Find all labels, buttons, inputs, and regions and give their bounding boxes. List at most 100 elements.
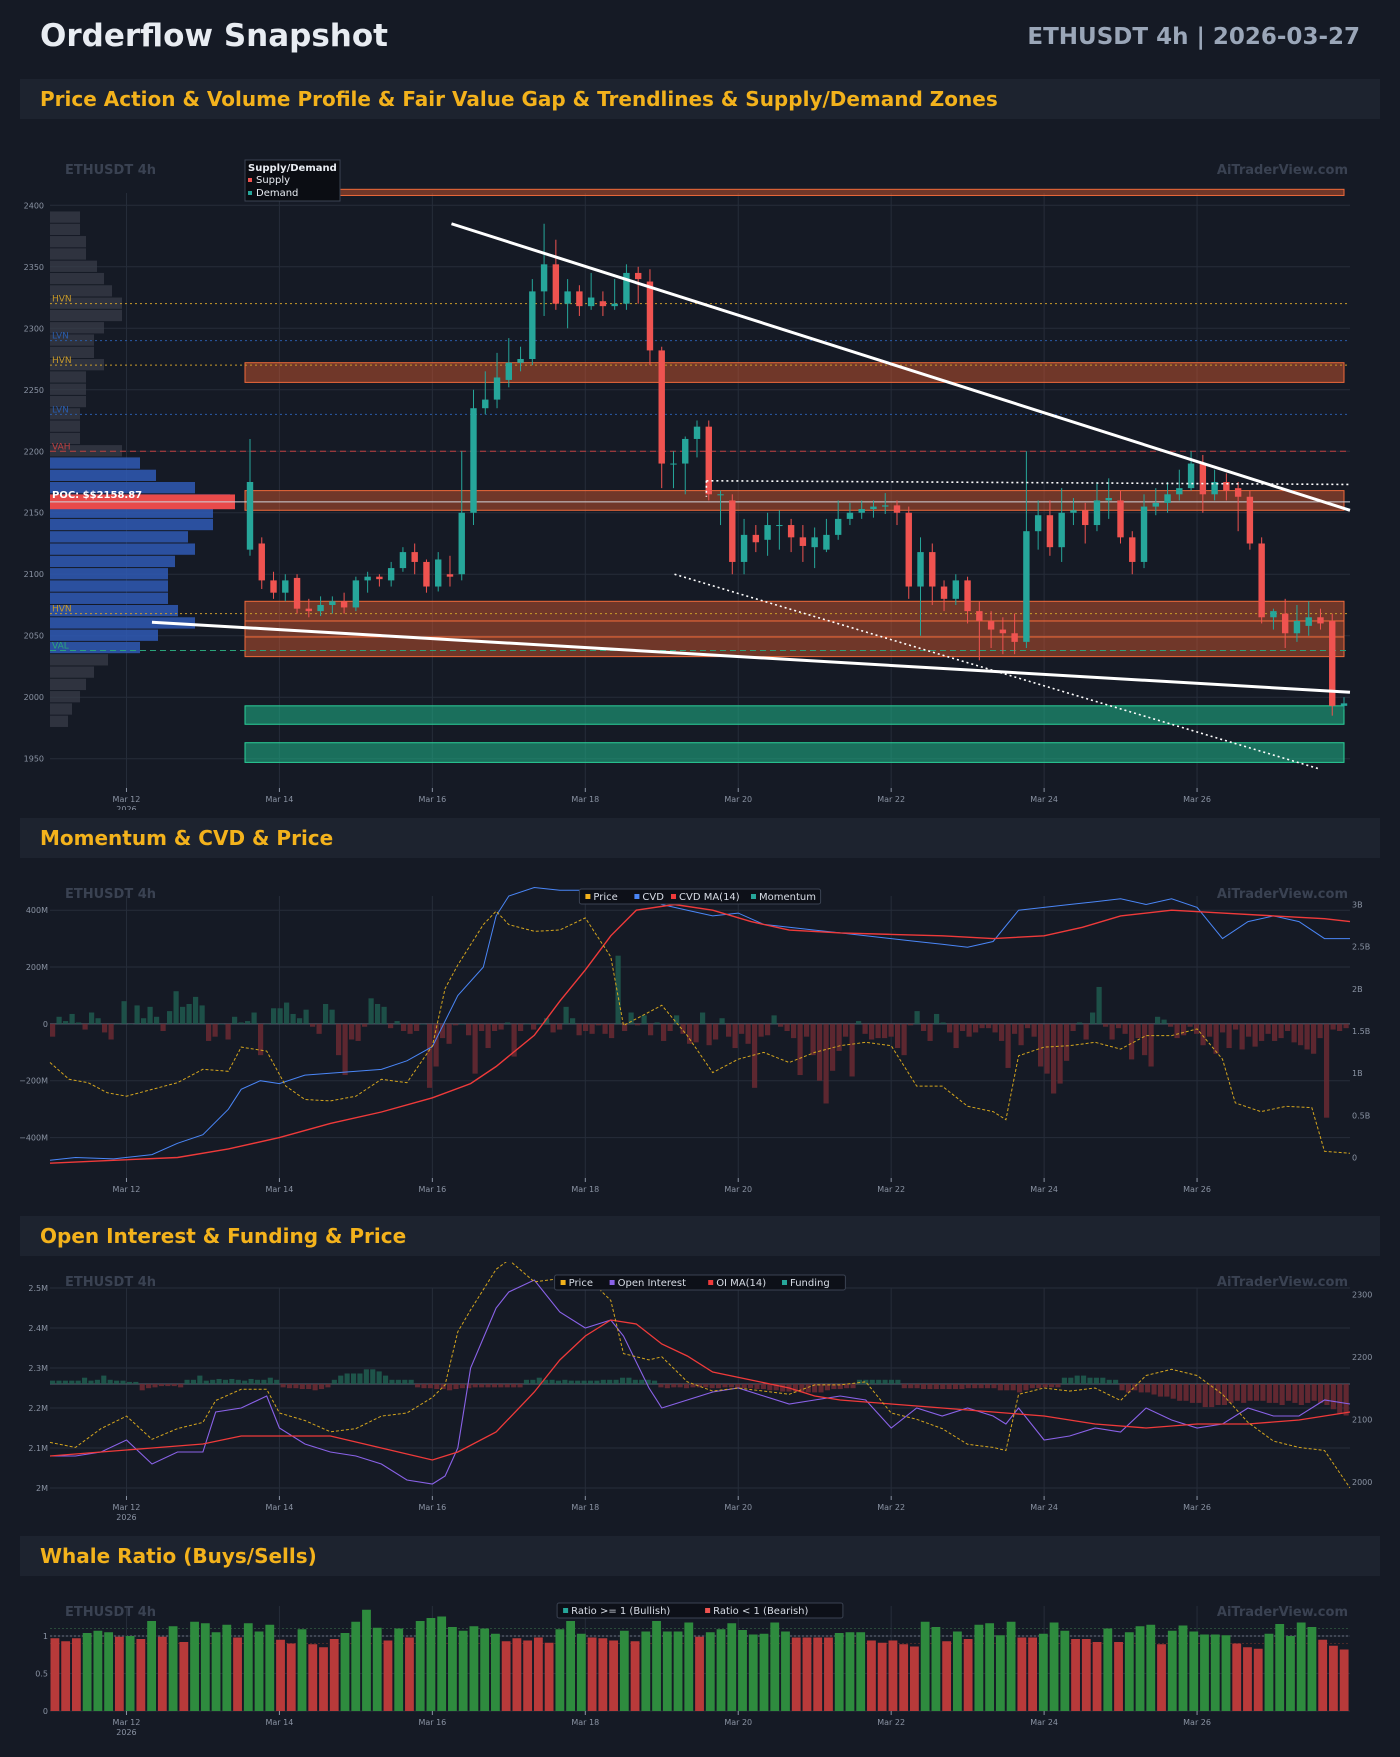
candle-body <box>540 264 548 292</box>
funding-bar <box>1061 1377 1067 1384</box>
momentum-bar <box>791 1023 797 1039</box>
funding-bar <box>1138 1384 1144 1393</box>
funding-bar <box>1042 1384 1048 1388</box>
whale-ratio-bar <box>362 1609 371 1711</box>
y-tick-label: 2100 <box>24 570 44 579</box>
funding-bar <box>876 1379 882 1384</box>
volume-profile-bar <box>50 543 195 555</box>
funding-bar <box>62 1380 68 1384</box>
momentum-bar <box>1025 1023 1031 1029</box>
momentum-bar <box>147 1006 153 1024</box>
volume-profile-bar <box>50 482 195 494</box>
funding-bar <box>408 1379 414 1384</box>
momentum-bar <box>1109 1023 1115 1040</box>
momentum-bar <box>1161 1019 1167 1024</box>
funding-bar <box>1177 1384 1183 1401</box>
whale-ratio-bar <box>1339 1649 1349 1711</box>
candle-body <box>1223 482 1230 491</box>
candle-body <box>517 359 524 363</box>
funding-bar <box>972 1384 978 1389</box>
funding-bar <box>523 1379 530 1384</box>
momentum-bar <box>570 1018 576 1024</box>
funding-bar <box>1234 1384 1240 1401</box>
open-interest-chart[interactable]: 2.5M 2.4M 2.3M 2.2M 2.1M 2M 2300 2200 2100 2000 Ma… <box>0 1262 1400 1522</box>
whale-ratio-bar <box>415 1621 425 1711</box>
momentum-bar <box>1090 1012 1096 1024</box>
candle-body <box>729 500 736 562</box>
whale-ratio-bar <box>190 1621 199 1711</box>
momentum-bar <box>167 1011 173 1024</box>
momentum-bar <box>1044 1023 1050 1074</box>
momentum-bar <box>82 1023 88 1030</box>
funding-bar <box>274 1379 280 1384</box>
momentum-bar <box>843 1023 849 1037</box>
candle-body <box>1281 613 1289 634</box>
level-label: VAH <box>52 442 71 452</box>
legend-box <box>244 159 341 202</box>
funding-bar <box>357 1373 363 1384</box>
funding-bar <box>632 1379 638 1384</box>
funding-bar <box>203 1380 209 1384</box>
candle-body <box>846 512 854 519</box>
candle-body <box>1270 611 1277 618</box>
whale-ratio-bar <box>727 1623 737 1711</box>
funding-bar <box>242 1380 248 1384</box>
funding-bar <box>511 1384 517 1388</box>
funding-bar <box>568 1380 574 1384</box>
candle-body <box>1340 703 1348 706</box>
momentum-bar <box>264 1023 270 1025</box>
whale-ratio-bar <box>1157 1644 1166 1711</box>
momentum-bar <box>128 1023 134 1025</box>
momentum-cvd-chart[interactable]: 400M 200M 0 −200M −400M 3B 2.5B 2B 1.5B 1B 0.5B 0 Ma… <box>0 866 1400 1196</box>
section-oi-title: Open Interest & Funding & Price <box>40 1224 407 1248</box>
whale-ratio-bar <box>877 1642 887 1711</box>
candle-body <box>1129 537 1136 562</box>
whale-ratio-bar <box>383 1640 393 1711</box>
momentum-bar <box>453 1023 459 1026</box>
whale-ratio-bar <box>200 1623 210 1711</box>
funding-bar <box>1183 1384 1189 1401</box>
momentum-bar <box>537 1023 543 1025</box>
funding-bar <box>126 1381 132 1384</box>
whale-ratio-bar <box>329 1639 339 1711</box>
watermark-symbol: ETHUSDT 4h <box>65 1605 156 1620</box>
momentum-bar <box>524 1023 530 1025</box>
whale-ratio-bar <box>738 1630 747 1711</box>
whale-ratio-bar <box>931 1627 941 1711</box>
legend-swatch <box>671 894 676 899</box>
funding-bar <box>850 1384 856 1389</box>
funding-bar <box>696 1384 702 1388</box>
y-tick-label-left: −400M <box>19 1134 48 1143</box>
y-tick-label-left: 2.3M <box>28 1364 48 1373</box>
whale-ratio-bar <box>910 1646 919 1711</box>
funding-bar <box>1023 1384 1029 1391</box>
momentum-bar <box>895 1023 901 1049</box>
funding-bar <box>101 1375 107 1384</box>
volume-profile-bar <box>50 580 168 592</box>
funding-bar <box>722 1384 728 1388</box>
price-action-chart[interactable]: 1950 2000 2050 2100 2150 2200 2250 2300 2350 2400… <box>0 120 1400 810</box>
momentum-bar <box>628 1012 634 1024</box>
candle-body <box>293 577 301 609</box>
legend-item: Open Interest <box>618 1278 687 1289</box>
candle-body <box>646 281 654 351</box>
whale-ratio-bar <box>1049 1622 1059 1711</box>
momentum-bar <box>986 1023 992 1029</box>
volume-profile-bar <box>50 309 122 322</box>
candle-body <box>952 580 960 599</box>
level-label: HVN <box>52 605 72 615</box>
momentum-bar <box>154 1016 160 1024</box>
whale-ratio-bar <box>1286 1636 1295 1711</box>
page-title: Orderflow Snapshot <box>40 18 388 54</box>
poc-label: POC: $$2158.87 <box>52 490 142 501</box>
momentum-bar <box>1252 1023 1258 1047</box>
funding-bar <box>805 1384 811 1393</box>
x-tick-label: Mar 18 <box>571 1718 599 1727</box>
whale-ratio-bar <box>1178 1625 1188 1711</box>
funding-bar <box>1279 1384 1285 1405</box>
y-tick-label: 2200 <box>24 447 44 456</box>
volume-profile-bar <box>50 666 94 678</box>
volume-profile-bar <box>50 223 80 236</box>
momentum-bar <box>238 1022 244 1024</box>
